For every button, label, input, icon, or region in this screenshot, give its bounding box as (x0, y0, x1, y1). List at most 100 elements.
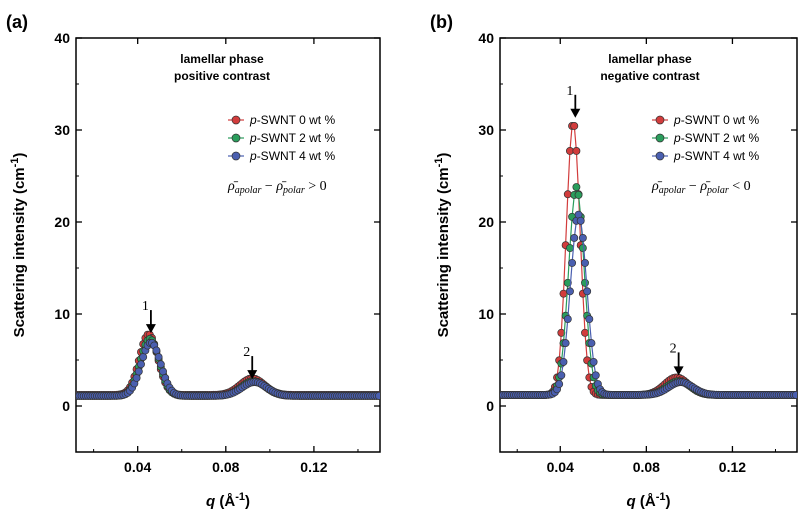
data-point (574, 190, 583, 199)
data-point (572, 147, 581, 155)
legend-marker (655, 151, 665, 161)
data-point (559, 357, 568, 366)
x-tick-label: 0.08 (633, 459, 660, 475)
series-2 (76, 338, 380, 400)
legend-marker (231, 115, 241, 125)
x-tick-label: 0.12 (300, 459, 327, 475)
peak-label: 2 (243, 345, 250, 360)
legend-label: p-SWNT 4 wt % (249, 149, 335, 163)
data-point (154, 353, 163, 361)
legend-marker (655, 133, 665, 143)
x-tick-label: 0.08 (212, 459, 239, 475)
legend-marker (231, 133, 241, 143)
peak-arrow-head (247, 370, 258, 380)
peak-label: 2 (670, 341, 677, 356)
data-point (565, 287, 574, 296)
x-axis-title: q (Å-1) (206, 491, 250, 510)
data-point (578, 244, 587, 252)
data-point (581, 328, 589, 337)
data-point (374, 391, 380, 400)
data-point (585, 315, 594, 324)
series-2 (500, 210, 797, 399)
data-point (565, 244, 574, 252)
data-point (557, 328, 566, 337)
data-point (591, 371, 600, 380)
data-point (570, 234, 579, 242)
series-line (77, 342, 379, 397)
data-point (587, 339, 596, 348)
panel-1: (b) 0 10 20 30 40 0.04 0.08 0.12 q (Å-1) Scatterin… (430, 12, 798, 510)
panel-label: (b) (430, 12, 453, 32)
legend-label: p-SWNT 2 wt % (249, 131, 335, 145)
x-tick-label: 0.04 (547, 459, 574, 475)
legend-marker (231, 151, 241, 161)
series-1 (500, 183, 797, 399)
annotation-line: negative contrast (600, 69, 699, 83)
data-point (791, 391, 797, 399)
data-point (561, 339, 570, 348)
peak-arrow-head (145, 324, 156, 334)
data-point (576, 216, 585, 225)
x-tick-label: 0.04 (124, 459, 151, 475)
y-tick-label: 30 (478, 122, 494, 138)
peak-arrow-head (673, 366, 684, 376)
series-line (77, 338, 379, 397)
data-point (152, 346, 161, 355)
data-point (137, 360, 145, 369)
series-line (501, 184, 796, 396)
contrast-formula: ρ̄apolar − ρ̄polar < 0 (651, 179, 751, 196)
panel-0: (a) 0 10 20 30 40 0.04 0.08 0.12 q (Å-1) Scatterin… (6, 12, 381, 510)
y-tick-label: 40 (54, 30, 70, 46)
data-point (589, 357, 598, 366)
series-line (501, 125, 796, 396)
data-point (570, 121, 579, 130)
series-0 (500, 121, 797, 399)
data-point (156, 360, 165, 369)
y-tick-label: 0 (62, 398, 70, 414)
legend-label: p-SWNT 4 wt % (673, 149, 759, 163)
data-point (557, 371, 566, 380)
data-point (563, 315, 572, 324)
peak-label: 1 (566, 84, 573, 99)
peak-arrow-head (570, 108, 581, 118)
legend-label: p-SWNT 2 wt % (673, 131, 759, 145)
data-point (568, 258, 577, 267)
legend-label: p-SWNT 0 wt % (673, 113, 759, 127)
series-line (501, 212, 796, 396)
annotation-line: lamellar phase (180, 52, 264, 66)
plot-frame (75, 37, 381, 453)
series-0 (76, 330, 380, 399)
y-axis-title: Scattering intensity (cm-1) (9, 153, 28, 338)
data-point (583, 287, 592, 296)
plot-frame (499, 37, 798, 453)
contrast-formula: ρ̄apolar − ρ̄polar > 0 (227, 179, 327, 196)
data-point (555, 380, 564, 388)
data-point (572, 183, 581, 191)
data-point (563, 278, 572, 287)
y-tick-label: 10 (54, 306, 70, 322)
data-point (581, 258, 589, 267)
legend-marker (655, 115, 665, 125)
y-axis-title: Scattering intensity (cm-1) (433, 153, 452, 338)
panel-label: (a) (6, 12, 28, 32)
data-point (581, 278, 589, 287)
peak-label: 1 (142, 299, 149, 314)
data-point (139, 353, 148, 361)
y-tick-label: 30 (54, 122, 70, 138)
x-tick-label: 0.12 (719, 459, 746, 475)
data-point (578, 234, 587, 242)
plot-area (500, 121, 797, 399)
y-tick-label: 20 (54, 214, 70, 230)
plot-area (76, 330, 380, 400)
data-point (134, 367, 143, 376)
data-point (159, 367, 167, 376)
x-axis-title: q (Å-1) (627, 491, 671, 510)
y-tick-label: 0 (486, 398, 494, 414)
data-point (132, 374, 141, 382)
y-tick-label: 40 (478, 30, 494, 46)
annotation-line: positive contrast (174, 69, 270, 83)
y-tick-label: 10 (478, 306, 494, 322)
y-tick-label: 20 (478, 214, 494, 230)
data-point (563, 190, 572, 199)
